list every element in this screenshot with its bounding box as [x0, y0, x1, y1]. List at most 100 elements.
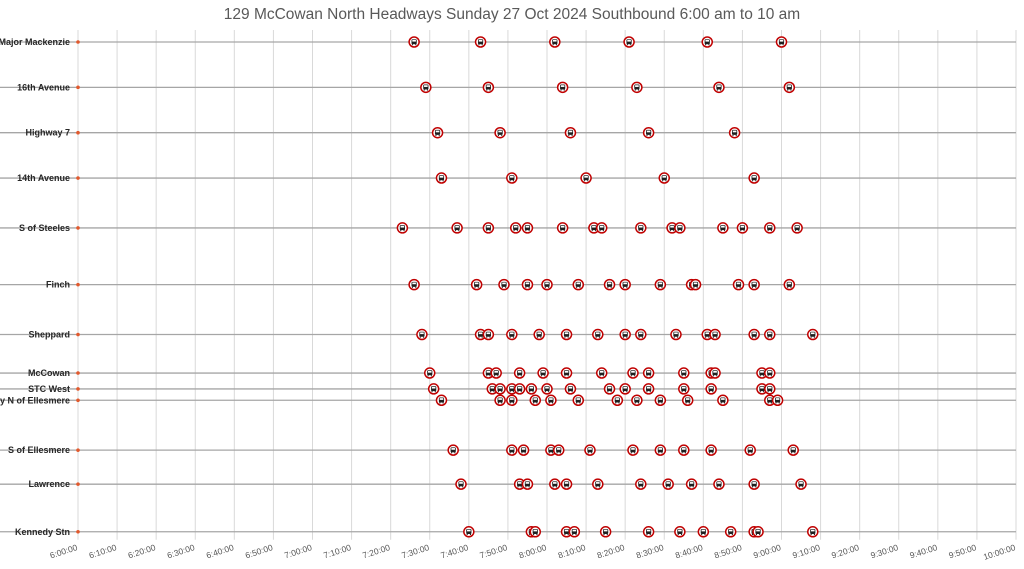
bus-marker — [732, 278, 745, 291]
stop-dot — [76, 387, 80, 391]
bus-marker — [482, 328, 495, 341]
bus-marker — [431, 126, 444, 139]
x-tick-label: 9:10:00 — [791, 542, 821, 560]
bus-marker — [752, 526, 764, 538]
bus-marker — [474, 36, 487, 48]
bus-marker — [424, 367, 436, 379]
stop-label: McCowan — [28, 368, 70, 378]
bus-marker — [506, 394, 518, 407]
bus-marker — [736, 222, 749, 234]
x-tick-label: 6:50:00 — [244, 542, 274, 560]
stop-dot — [76, 332, 80, 337]
bus-marker — [529, 394, 542, 407]
bus-marker — [631, 81, 643, 94]
bus-marker — [564, 126, 577, 139]
x-tick-label: 7:00:00 — [283, 542, 313, 560]
bus-marker — [517, 444, 530, 456]
bus-marker — [498, 278, 510, 291]
stop-label: Finch — [46, 280, 70, 290]
bus-marker — [521, 278, 534, 291]
bus-marker — [748, 478, 760, 490]
bus-marker — [611, 394, 624, 407]
bus-marker — [748, 328, 760, 341]
x-tick-label: 8:50:00 — [713, 542, 743, 560]
bus-marker — [681, 394, 694, 407]
stop-dot — [76, 371, 80, 375]
bus-marker — [678, 367, 690, 379]
bus-marker — [666, 222, 678, 234]
bus-marker — [783, 278, 796, 291]
bus-marker — [556, 81, 569, 94]
bus-marker — [595, 367, 608, 379]
bus-marker — [654, 394, 667, 407]
bus-marker — [490, 367, 502, 379]
chart-title: 129 McCowan North Headways Sunday 27 Oct… — [224, 6, 800, 23]
bus-marker — [420, 81, 432, 94]
bus-marker — [631, 394, 643, 407]
bus-marker — [560, 367, 573, 379]
bus-marker — [771, 394, 784, 407]
bus-marker — [541, 383, 553, 395]
x-tick-label: 7:10:00 — [322, 542, 352, 560]
bus-marker — [705, 444, 717, 456]
bus-marker — [662, 478, 674, 490]
bus-marker — [568, 526, 581, 538]
stop-labels: S of Major Mackenzie 16th Avenue Highway 7… — [0, 37, 70, 537]
bus-marker — [623, 36, 635, 48]
bus-marker — [642, 383, 655, 395]
bus-marker — [482, 222, 495, 234]
bus-marker — [455, 478, 467, 490]
x-tick-label: 7:40:00 — [439, 542, 469, 560]
bus-marker — [427, 383, 440, 395]
bus-marker — [674, 526, 686, 538]
bus-marker — [791, 222, 803, 234]
x-tick-label: 8:30:00 — [635, 542, 665, 560]
bus-marker — [764, 383, 776, 395]
stop-label: Sheppard — [28, 330, 70, 340]
bus-marker — [678, 383, 690, 395]
x-tick-label: 6:10:00 — [88, 542, 118, 560]
bus-marker — [513, 383, 526, 395]
bus-marker — [572, 278, 585, 291]
bus-marker — [635, 478, 647, 490]
stop-label: S of Major Mackenzie — [0, 37, 70, 47]
bus-marker — [642, 367, 655, 379]
bus-marker — [556, 222, 569, 234]
bus-marker — [529, 526, 542, 538]
bus-marker — [619, 278, 631, 291]
bus-marker — [709, 367, 721, 379]
bus-marker — [572, 394, 585, 407]
bus-marker — [506, 172, 518, 184]
bus-marker — [396, 222, 409, 234]
bus-marker — [764, 367, 776, 379]
bus-marker — [408, 278, 420, 291]
x-tick-label: 6:30:00 — [166, 542, 196, 560]
bus-marker — [564, 383, 577, 395]
bus-marker — [775, 36, 788, 48]
bus-marker — [658, 172, 670, 184]
bus-marker — [764, 328, 776, 341]
bus-marker — [560, 328, 573, 341]
bus-marker — [435, 394, 448, 407]
x-tick-label: 8:00:00 — [518, 542, 548, 560]
stop-dot — [76, 398, 80, 403]
bus-marker — [717, 222, 729, 234]
bus-marker — [595, 222, 608, 234]
stop-dot — [76, 40, 80, 44]
bus-marker — [709, 328, 721, 341]
x-tick-label: 9:30:00 — [869, 542, 899, 560]
bus-marker — [713, 478, 725, 490]
bus-marker — [603, 278, 616, 291]
bus-marker — [701, 36, 713, 48]
bus-marker — [525, 383, 538, 395]
x-tick-label: 8:40:00 — [674, 542, 704, 560]
bus-marker — [560, 478, 573, 490]
bus-marker — [416, 328, 428, 341]
bus-marker — [521, 222, 534, 234]
bus-marker — [713, 81, 725, 94]
stop-dot — [76, 130, 80, 135]
bus-marker — [552, 444, 565, 456]
x-tick-label: 7:30:00 — [400, 542, 430, 560]
bus-marker — [744, 444, 756, 456]
